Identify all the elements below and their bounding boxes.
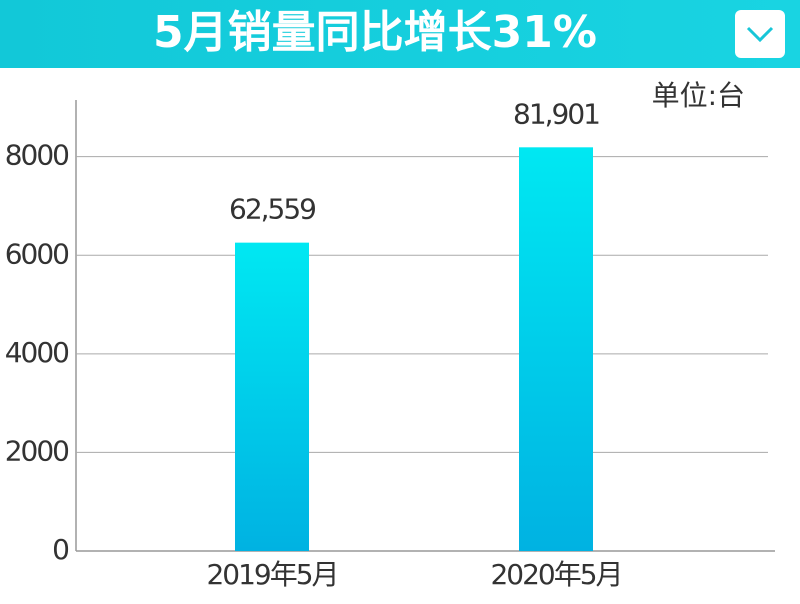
chart-title: 5月销量同比增长31%: [153, 7, 597, 58]
y-tick-label: 4000: [5, 336, 68, 369]
dropdown-button[interactable]: [735, 10, 785, 58]
value-label: 62,559: [229, 193, 315, 226]
y-tick-label: 0: [52, 533, 68, 566]
y-tick-label: 2000: [5, 434, 68, 467]
header-bar: [0, 0, 800, 68]
x-tick-label: 2019年5月: [206, 558, 337, 591]
x-tick-label: 2020年5月: [490, 558, 621, 591]
y-tick-label: 6000: [5, 237, 68, 270]
bar: [519, 147, 593, 551]
y-tick-label: 8000: [5, 139, 68, 172]
bar: [235, 242, 309, 551]
value-label: 81,901: [513, 97, 599, 130]
unit-label: 单位:台: [652, 79, 745, 112]
